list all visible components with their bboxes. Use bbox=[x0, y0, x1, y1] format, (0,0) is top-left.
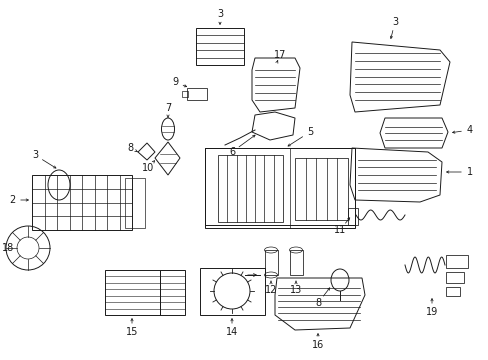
Text: 13: 13 bbox=[289, 285, 302, 295]
Text: 8: 8 bbox=[314, 298, 321, 308]
Text: 10: 10 bbox=[142, 163, 154, 173]
Text: 17: 17 bbox=[273, 50, 285, 60]
Bar bbox=[264, 250, 278, 275]
Text: 14: 14 bbox=[225, 327, 238, 337]
Text: 3: 3 bbox=[217, 9, 223, 19]
Text: 19: 19 bbox=[425, 307, 437, 317]
Bar bbox=[182, 91, 187, 97]
Bar bbox=[160, 270, 184, 315]
Text: 3: 3 bbox=[32, 150, 38, 160]
Bar bbox=[445, 287, 459, 296]
Bar bbox=[204, 148, 354, 228]
Text: 9: 9 bbox=[172, 77, 178, 87]
Bar bbox=[445, 272, 463, 283]
Text: 7: 7 bbox=[164, 103, 171, 113]
Bar bbox=[32, 175, 132, 230]
Bar bbox=[294, 158, 347, 220]
Text: 16: 16 bbox=[311, 340, 324, 350]
Bar bbox=[200, 268, 264, 315]
Bar bbox=[347, 208, 357, 225]
Text: 2: 2 bbox=[9, 195, 15, 205]
Text: 4: 4 bbox=[466, 125, 472, 135]
Text: 1: 1 bbox=[466, 167, 472, 177]
Bar bbox=[186, 88, 206, 100]
Text: 11: 11 bbox=[333, 225, 346, 235]
Text: 12: 12 bbox=[264, 285, 277, 295]
Text: 5: 5 bbox=[306, 127, 312, 137]
Bar bbox=[196, 28, 244, 65]
Text: 3: 3 bbox=[391, 17, 397, 27]
Text: 18: 18 bbox=[2, 243, 14, 253]
Bar bbox=[289, 250, 303, 275]
Text: 6: 6 bbox=[228, 147, 235, 157]
Bar bbox=[125, 178, 145, 228]
Bar bbox=[218, 155, 283, 222]
Bar bbox=[105, 270, 160, 315]
Text: 15: 15 bbox=[125, 327, 138, 337]
Bar bbox=[445, 255, 467, 268]
Text: 8: 8 bbox=[127, 143, 133, 153]
